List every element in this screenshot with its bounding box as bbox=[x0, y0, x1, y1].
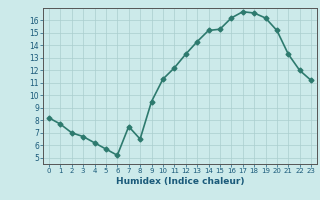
X-axis label: Humidex (Indice chaleur): Humidex (Indice chaleur) bbox=[116, 177, 244, 186]
